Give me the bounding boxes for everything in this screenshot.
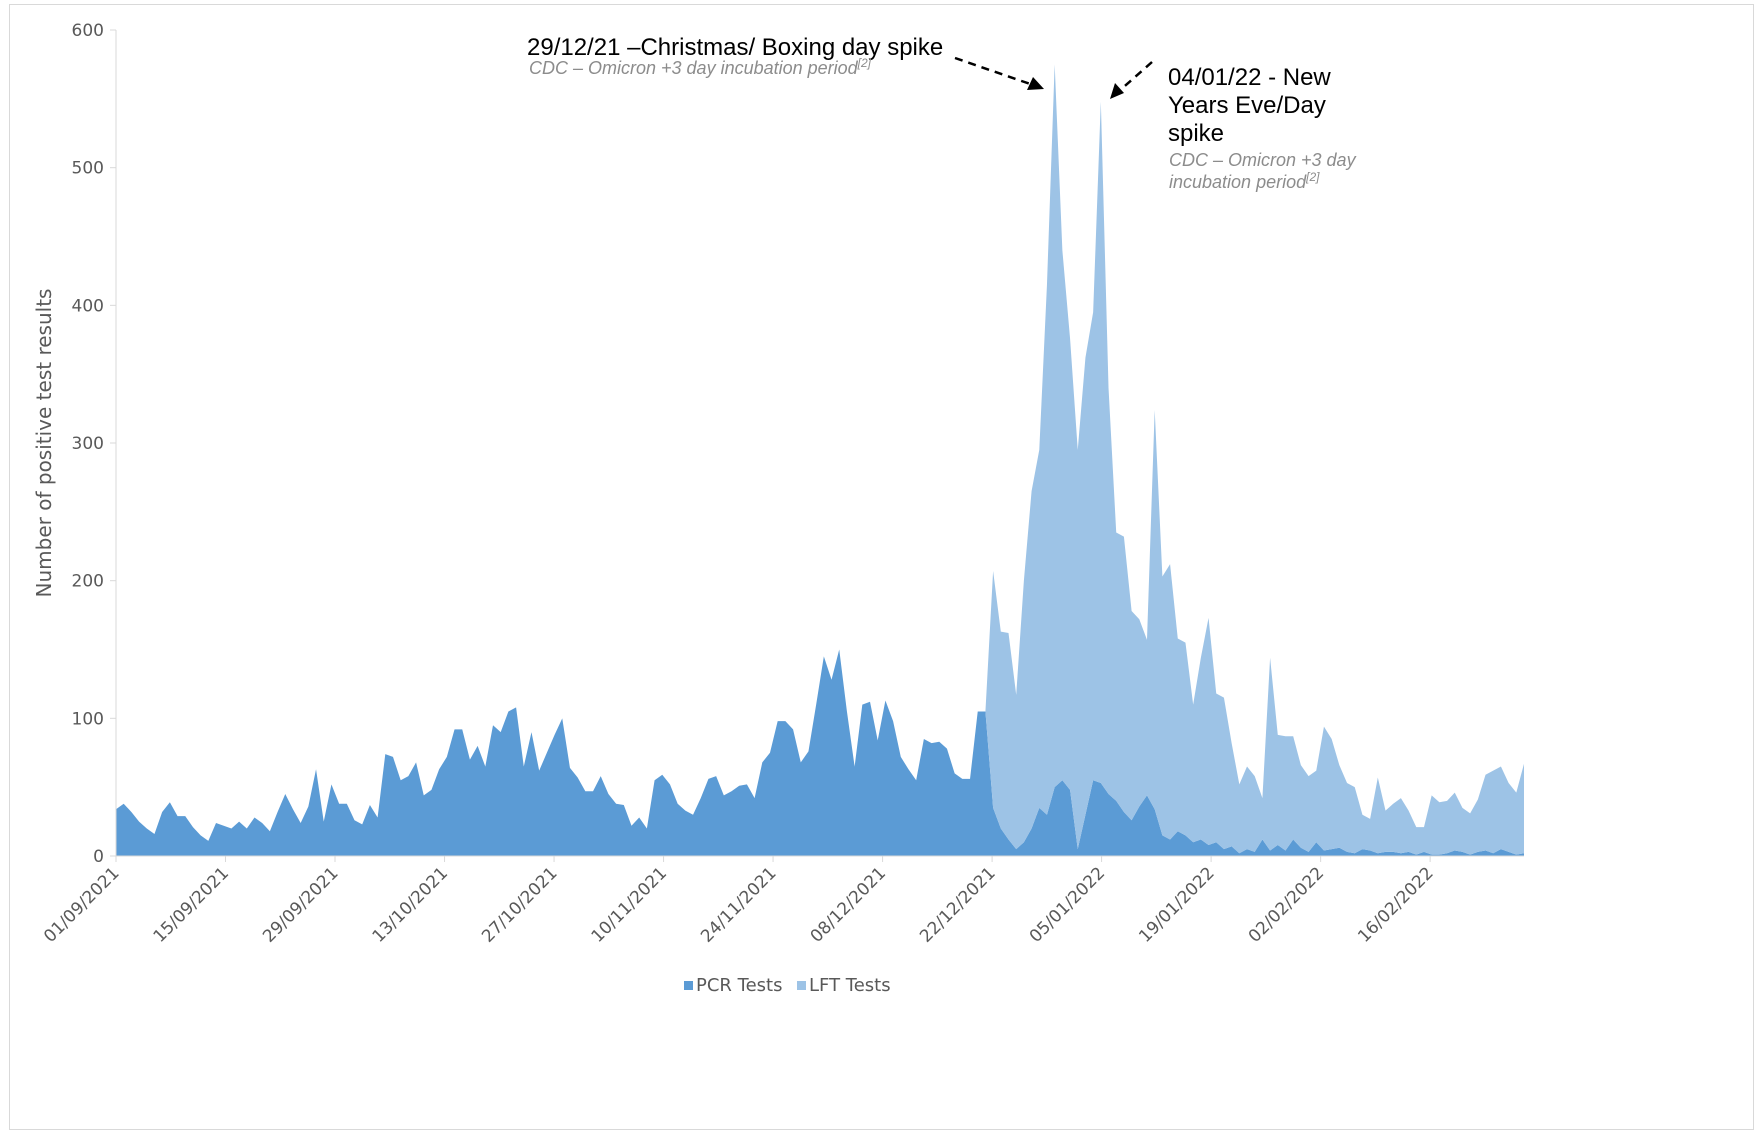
annotation-christmas: 29/12/21 –Christmas/ Boxing day spike CD…	[527, 34, 1044, 90]
chart-frame: 0 100 200 300 400 500 600 01/09/2021 15/09/2021…	[9, 4, 1754, 1130]
x-tick-label: 08/12/2021	[807, 863, 890, 946]
y-axis-title: Number of positive test results	[32, 289, 56, 598]
annotation-christmas-title: 29/12/21 –Christmas/ Boxing day spike	[527, 34, 943, 61]
x-tick-label: 13/10/2021	[369, 863, 452, 946]
y-tick-label: 600	[72, 21, 104, 41]
annotation-christmas-note: CDC – Omicron +3 day incubation period[2…	[529, 56, 872, 78]
series-areas	[116, 64, 1524, 856]
annotation-newyear-title-line-1: 04/01/22 - New	[1168, 64, 1331, 91]
x-tick-label: 27/10/2021	[478, 863, 561, 946]
annotation-newyear: 04/01/22 - New Years Eve/Day spike CDC –…	[1110, 61, 1357, 192]
x-tick-label: 01/09/2021	[40, 863, 123, 946]
y-tick-label: 100	[72, 709, 104, 729]
annotation-newyear-arrow	[1117, 61, 1153, 93]
legend: PCR Tests LFT Tests	[684, 975, 891, 996]
annotation-newyear-note-line-2: incubation period[2]	[1169, 170, 1320, 192]
area-series-lft-tests	[116, 64, 1524, 855]
legend-swatch-pcr	[684, 981, 693, 990]
annotation-christmas-arrowhead	[1027, 77, 1044, 90]
y-tick-label: 300	[72, 434, 104, 454]
x-tick-label: 15/09/2021	[150, 863, 233, 946]
area-series-pcr-tests	[116, 649, 1524, 856]
legend-swatch-lft	[797, 981, 806, 990]
x-tick-label: 22/12/2021	[916, 863, 999, 946]
legend-label-lft: LFT Tests	[809, 975, 891, 996]
annotation-newyear-arrowhead	[1110, 83, 1124, 99]
annotation-newyear-title-line-2: Years Eve/Day	[1168, 92, 1326, 119]
x-tick-label: 16/02/2022	[1354, 863, 1437, 946]
y-tick-label: 200	[72, 572, 104, 592]
annotation-christmas-arrow	[954, 56, 1037, 88]
area-chart: 0 100 200 300 400 500 600 01/09/2021 15/09/2021…	[32, 21, 1524, 996]
annotation-newyear-title-line-3: spike	[1168, 120, 1224, 147]
annotation-newyear-note-line-1: CDC – Omicron +3 day	[1169, 150, 1357, 170]
y-tick-label: 400	[72, 296, 104, 316]
x-tick-label: 10/11/2021	[588, 863, 671, 946]
y-axis-ticks: 0 100 200 300 400 500 600	[72, 21, 116, 867]
x-tick-label: 19/01/2022	[1135, 863, 1218, 946]
x-axis-ticks: 01/09/2021 15/09/2021 29/09/2021 13/10/2021…	[40, 856, 1438, 947]
y-tick-label: 500	[72, 159, 104, 179]
y-tick-label: 0	[93, 847, 104, 867]
x-tick-label: 02/02/2022	[1245, 863, 1328, 946]
x-tick-label: 29/09/2021	[259, 863, 342, 946]
x-tick-label: 05/01/2022	[1026, 863, 1109, 946]
legend-label-pcr: PCR Tests	[696, 975, 782, 996]
x-tick-label: 24/11/2021	[697, 863, 780, 946]
